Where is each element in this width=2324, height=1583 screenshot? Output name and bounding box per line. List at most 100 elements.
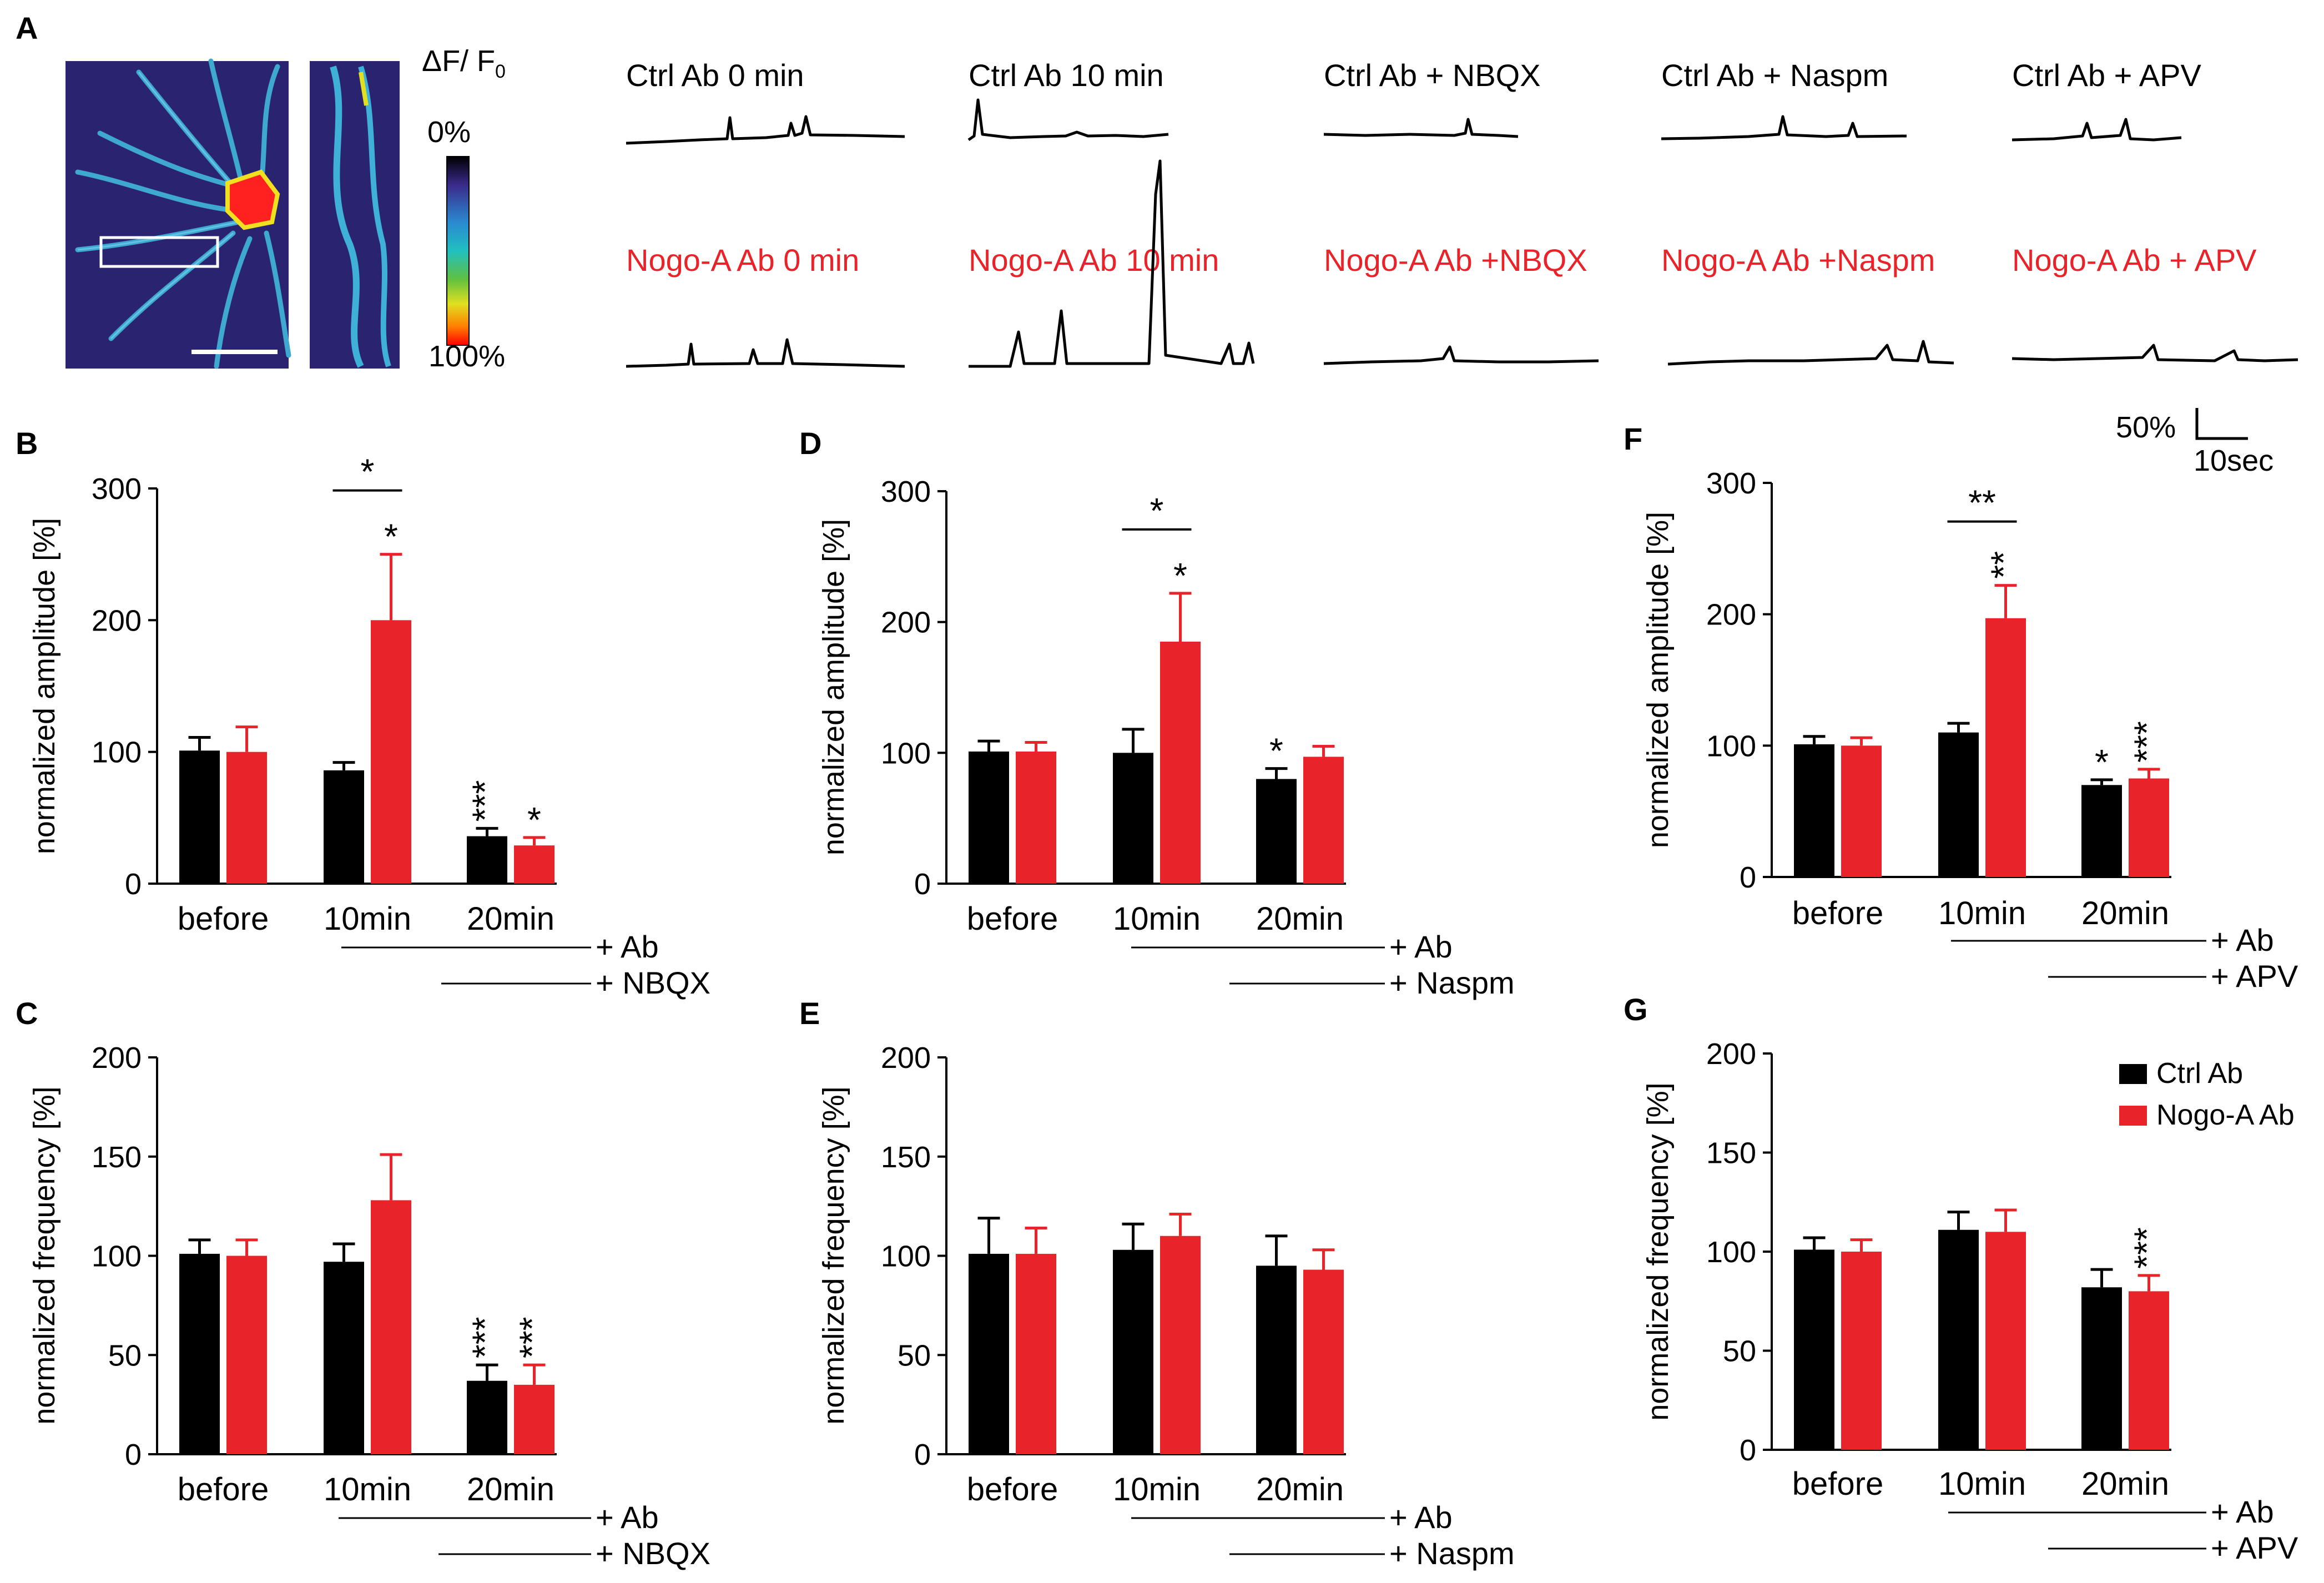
bar-nogo-before: [226, 1256, 267, 1454]
y-tick-label: 100: [1706, 729, 1756, 763]
y-tick-label: 50: [898, 1339, 931, 1372]
x-category-label: before: [1792, 1466, 1883, 1502]
x-category-label: 20min: [467, 1471, 554, 1508]
chart-panel-g: G 0 50 100 150 200 normalized frequency [%] bef…: [1624, 992, 2298, 1565]
bar-ctrl-10min: [1938, 1229, 1979, 1450]
bar-ctrl-10min: [1113, 1249, 1153, 1454]
y-tick-label: 200: [881, 1041, 931, 1075]
significance-mark: *: [527, 800, 541, 840]
y-axis-title: normalized amplitude [%]: [28, 518, 61, 854]
y-tick-label: 300: [1706, 467, 1756, 500]
significance-mark: ***: [465, 1317, 505, 1358]
chart-panel-b: B 0 100 200 300 normalized amplitude [%] befor…: [16, 426, 710, 1000]
bar-ctrl-20min: [2081, 785, 2122, 877]
chart-panel-d: D 0 100 200 300 normalized amplitude [%] befor…: [799, 426, 1515, 1000]
y-tick-label: 0: [914, 868, 931, 901]
bar-nogo-10min: [371, 1200, 411, 1454]
y-tick-label: 100: [92, 736, 142, 769]
condition-label: + NBQX: [596, 965, 710, 1000]
significance-mark: *: [1173, 556, 1187, 596]
y-tick-label: 200: [92, 604, 142, 637]
trace-label-ctrl-10: Ctrl Ab 10 min: [969, 58, 1164, 93]
trace-ctrl-10: [967, 98, 1169, 142]
bar-ctrl-10min: [324, 770, 364, 884]
colorbar: ΔF/ F0 0% 100%: [422, 44, 506, 373]
y-tick-label: 300: [881, 475, 931, 508]
dendrite-zoom-image: [310, 61, 400, 369]
colorbar-bottom-label: 100%: [428, 340, 505, 373]
x-category-label: 10min: [1938, 1466, 2026, 1502]
x-category-label: 10min: [1938, 895, 2026, 931]
bar-ctrl-20min: [467, 836, 507, 884]
bar-ctrl-before: [969, 751, 1009, 884]
bar-ctrl-10min: [1113, 753, 1153, 884]
trace-ctrl-apv: [2012, 118, 2182, 142]
trace-label-nogo-10: Nogo-A Ab 10 min: [969, 243, 1219, 278]
legend: Ctrl Ab Nogo-A Ab: [2119, 1057, 2295, 1131]
legend-ctrl-swatch: [2119, 1064, 2147, 1084]
y-tick-label: 100: [881, 1240, 931, 1273]
condition-label: + APV: [2211, 1530, 2298, 1565]
panel-g-letter: G: [1624, 992, 1648, 1027]
bar-ctrl-10min: [1938, 732, 1979, 877]
panel-a-letter: A: [16, 11, 38, 46]
y-tick-label: 100: [881, 737, 931, 770]
bar-ctrl-before: [969, 1253, 1009, 1454]
x-category-label: before: [1792, 895, 1883, 931]
chart-panel-f: F 0 100 200 300 normalized amplitude [%] befor…: [1624, 421, 2298, 994]
calcium-traces: [626, 98, 2298, 368]
condition-label: + NBQX: [596, 1536, 710, 1571]
bar-nogo-10min: [1985, 1232, 2026, 1450]
x-category-label: 10min: [324, 1471, 411, 1508]
bar-ctrl-before: [1794, 1249, 1834, 1450]
x-category-label: 20min: [1256, 1471, 1344, 1508]
y-axis-title: normalized frequency [%]: [1641, 1082, 1675, 1420]
bar-nogo-before: [1841, 745, 1882, 877]
chart-panel-c: C 0 50 100 150 200 normalized frequency [%] bef…: [16, 996, 710, 1571]
condition-label: + Ab: [2211, 1494, 2274, 1529]
colorbar-top-label: 0%: [427, 115, 471, 149]
significance-mark: ***: [512, 1317, 552, 1358]
trace-labels-ctrl: Ctrl Ab 0 min Ctrl Ab 10 min Ctrl Ab + N…: [626, 58, 2201, 93]
trace-labels-nogo: Nogo-A Ab 0 min Nogo-A Ab 10 min Nogo-A …: [626, 243, 2257, 278]
significance-mark: ***: [465, 780, 505, 822]
y-tick-label: 0: [1740, 1434, 1756, 1467]
y-tick-label: 100: [1706, 1236, 1756, 1269]
trace-nogo-10: [969, 159, 1255, 368]
trace-nogo-naspm: [1667, 340, 1954, 366]
condition-label: + Naspm: [1389, 965, 1515, 1000]
trace-label-ctrl-nbqx: Ctrl Ab + NBQX: [1324, 58, 1541, 93]
panel-a: A: [16, 11, 2298, 477]
y-tick-label: 50: [108, 1339, 142, 1372]
trace-ctrl-0: [626, 115, 905, 145]
panel-f-letter: F: [1624, 421, 1642, 456]
panel-b-letter: B: [16, 426, 38, 461]
y-tick-label: 300: [92, 472, 142, 506]
bar-nogo-10min: [1160, 642, 1201, 884]
trace-ctrl-nbqx: [1323, 118, 1519, 138]
significance-mark: *: [1269, 731, 1283, 771]
y-tick-label: 0: [1740, 861, 1756, 894]
chart-panel-e: E 0 50 100 150 200 normalized frequency [%] bef…: [799, 996, 1515, 1571]
scale-bar-x-label: 10sec: [2194, 444, 2273, 477]
y-axis-title: normalized frequency [%]: [28, 1086, 61, 1424]
x-category-label: before: [178, 1471, 269, 1508]
y-axis-title: normalized frequency [%]: [817, 1086, 850, 1424]
condition-label: + Ab: [1389, 1500, 1453, 1535]
trace-nogo-apv: [2012, 344, 2298, 362]
bar-ctrl-20min: [1256, 1266, 1297, 1454]
condition-label: + Ab: [596, 1500, 659, 1535]
bar-nogo-10min: [1160, 1236, 1201, 1454]
y-axis-title: normalized amplitude [%]: [1641, 512, 1675, 848]
y-tick-label: 200: [92, 1041, 142, 1075]
significance-mark: ***: [2127, 1227, 2167, 1269]
y-tick-label: 150: [881, 1141, 931, 1174]
y-tick-label: 150: [92, 1141, 142, 1174]
x-category-label: 20min: [467, 901, 554, 937]
condition-label: + Ab: [2211, 922, 2274, 957]
bar-nogo-before: [1841, 1252, 1882, 1450]
bar-ctrl-before: [179, 750, 220, 884]
trace-label-ctrl-apv: Ctrl Ab + APV: [2012, 58, 2201, 93]
bar-nogo-20min: [2129, 1291, 2169, 1450]
bracket-significance: *: [1150, 491, 1164, 531]
